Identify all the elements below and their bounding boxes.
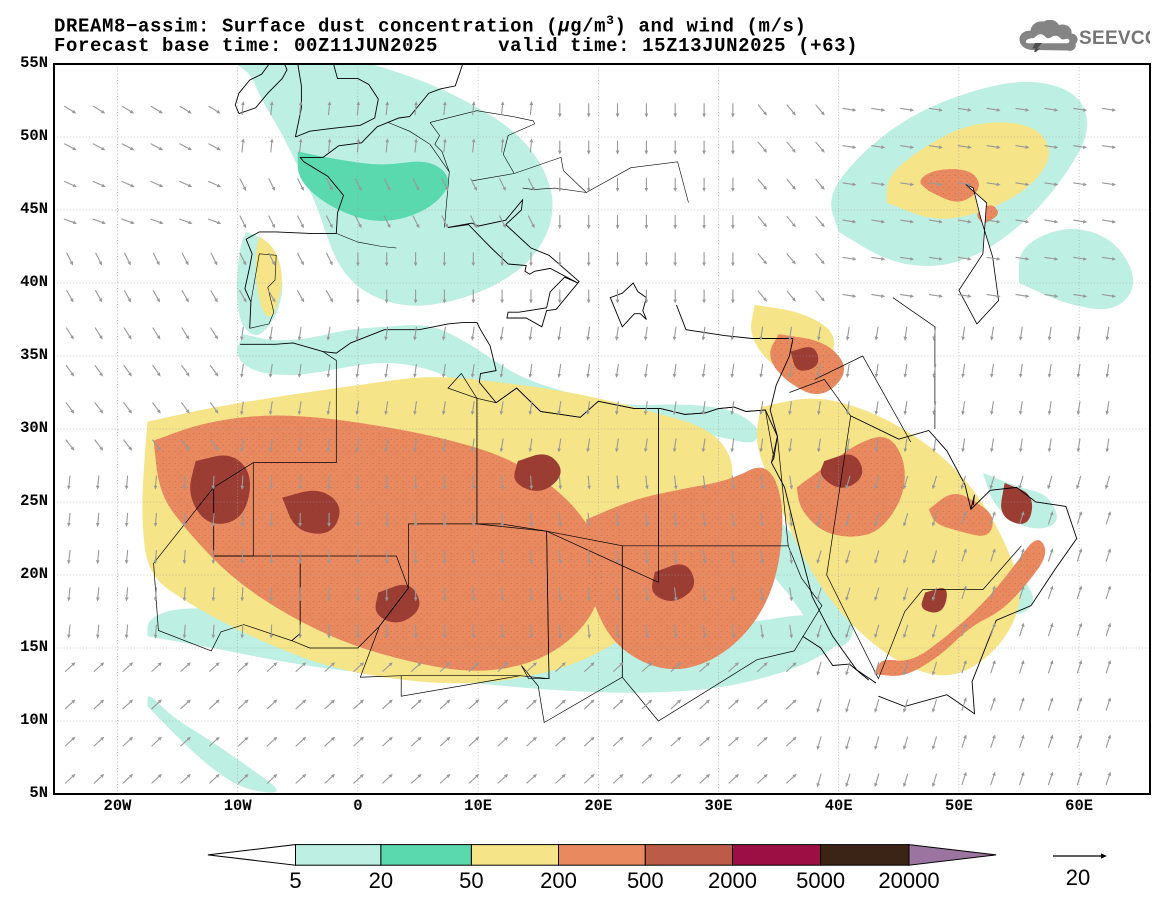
svg-text:50: 50 xyxy=(459,868,483,893)
svg-text:20: 20 xyxy=(1066,865,1090,890)
svg-text:5000: 5000 xyxy=(796,868,845,893)
svg-text:SEEVCCC: SEEVCCC xyxy=(1079,28,1150,49)
svg-text:20: 20 xyxy=(369,868,393,893)
svg-text:500: 500 xyxy=(627,868,664,893)
svg-text:200: 200 xyxy=(540,868,577,893)
svg-text:5: 5 xyxy=(289,868,301,893)
svg-text:2000: 2000 xyxy=(708,868,757,893)
svg-text:20000: 20000 xyxy=(878,868,939,893)
